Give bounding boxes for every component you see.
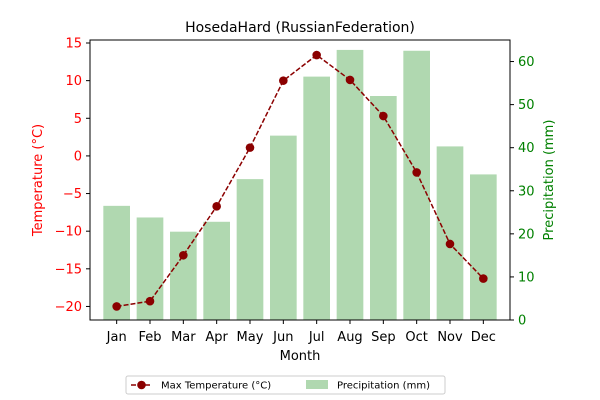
x-tick-label-nov: Nov [437, 330, 463, 345]
right-tick-label: 30 [518, 184, 535, 199]
x-tick-label-jan: Jan [106, 330, 127, 345]
x-axis-label: Month [280, 349, 321, 364]
right-tick-label: 10 [518, 270, 535, 285]
precipitation-bars [103, 49, 497, 321]
left-tick-label: −10 [55, 225, 82, 240]
y-axis-label-left: Temperature (°C) [31, 124, 46, 237]
temp-point-feb [145, 296, 155, 306]
x-tick-label-may: May [237, 330, 264, 345]
temp-point-oct [412, 168, 421, 177]
left-tick-label: 10 [65, 74, 82, 89]
precip-bar-mar [170, 231, 197, 320]
precip-bar-jan [103, 205, 130, 320]
temp-point-nov [445, 239, 455, 249]
right-axis: 0 10 20 30 40 50 60 [510, 55, 535, 329]
precip-bar-aug [336, 49, 364, 321]
precip-bar-sep [370, 96, 397, 320]
x-tick-label-mar: Mar [171, 330, 196, 345]
temp-point-may [245, 143, 255, 152]
x-tick-label-dec: Dec [471, 330, 496, 345]
x-axis: Jan Feb Mar Apr May Jun Jul Aug Sep Oct Nov Dec [106, 320, 496, 345]
temp-point-jan [112, 302, 121, 311]
right-tick-label: 0 [518, 314, 526, 329]
left-tick-label: −5 [63, 187, 82, 202]
temp-point-sep [379, 111, 388, 121]
left-tick-label: −15 [55, 262, 82, 277]
precip-bar-oct [403, 50, 430, 321]
legend-label-temperature: Max Temperature (°C) [161, 381, 271, 392]
legend-frame [125, 375, 446, 395]
right-tick-label: 20 [518, 227, 535, 242]
temp-point-jul [312, 50, 321, 60]
chart-title: HosedaHard (RussianFederation) [185, 20, 415, 36]
precip-bar-nov [436, 146, 464, 320]
right-tick-label: 40 [518, 141, 535, 156]
temp-point-mar [179, 250, 188, 260]
x-tick-label-sep: Sep [371, 330, 396, 345]
x-tick-label-aug: Aug [337, 330, 362, 345]
left-tick-label: −20 [55, 300, 82, 315]
precip-bar-jun [270, 135, 297, 320]
left-tick-label: 15 [65, 37, 82, 52]
x-tick-label-feb: Feb [138, 330, 161, 345]
temperature-line [112, 50, 488, 311]
precip-bar-dec [470, 174, 497, 320]
temp-point-dec [479, 274, 488, 283]
legend-line-marker [137, 380, 146, 390]
left-tick-label: 0 [74, 149, 82, 164]
legend-label-precipitation: Precipitation (mm) [337, 381, 430, 392]
legend-bar-swatch [306, 380, 328, 389]
precip-bar-jul [303, 76, 330, 320]
precip-bar-may [236, 179, 264, 320]
temp-point-apr [212, 202, 221, 211]
x-tick-label-jul: Jul [308, 330, 325, 345]
temperature-polyline [116, 54, 484, 308]
right-tick-label: 60 [518, 55, 535, 70]
x-tick-label-apr: Apr [205, 330, 228, 345]
precip-bar-apr [203, 221, 230, 320]
left-axis: −20 −15 −10 −5 0 5 10 15 [55, 37, 90, 315]
left-tick-label: 5 [74, 112, 82, 127]
temp-point-aug [345, 75, 355, 85]
right-tick-label: 50 [518, 98, 535, 113]
legend: Max Temperature (°C) Precipitation (mm) [125, 375, 446, 395]
temp-point-jun [279, 76, 288, 85]
plot-frame [89, 39, 511, 321]
y-axis-label-right: Precipitation (mm) [542, 120, 557, 241]
x-tick-label-jun: Jun [272, 330, 293, 345]
x-tick-label-oct: Oct [405, 330, 427, 345]
